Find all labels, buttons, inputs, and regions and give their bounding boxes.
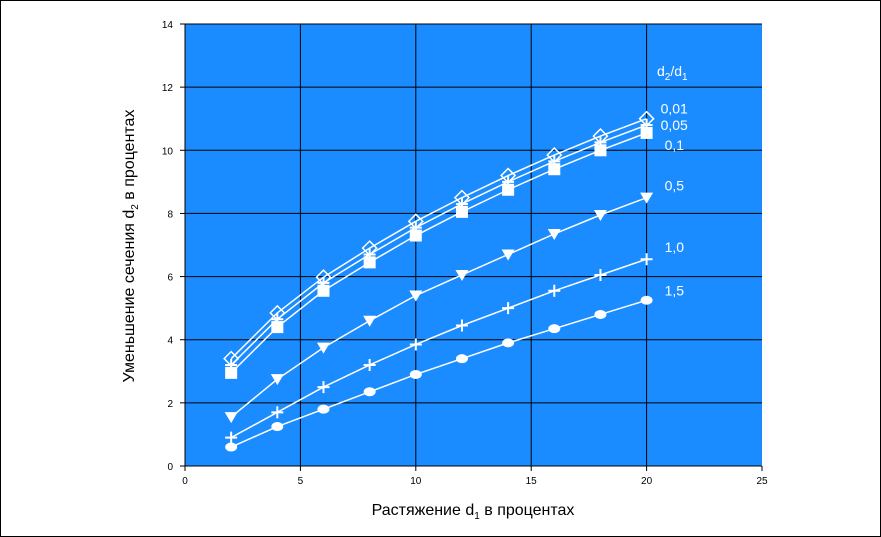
y-tick-label: 12	[162, 83, 174, 94]
marker-circle	[271, 422, 284, 432]
marker-triangle	[409, 290, 423, 302]
series-label: 1,0	[665, 239, 685, 255]
y-tick-label: 14	[162, 20, 174, 31]
series-2	[225, 119, 653, 371]
marker-circle	[594, 309, 607, 319]
grid	[185, 23, 762, 466]
marker-plus	[502, 302, 515, 315]
series-layer	[223, 110, 655, 452]
marker-circle	[225, 442, 238, 452]
marker-triangle	[224, 412, 238, 424]
marker-circle	[455, 354, 468, 364]
marker-plus	[548, 284, 561, 297]
marker-plus	[640, 253, 653, 266]
series-label: 0,1	[665, 137, 685, 153]
x-tick-label: 15	[526, 476, 538, 487]
marker-triangle	[455, 269, 469, 281]
marker-circle	[317, 404, 330, 414]
marker-triangle	[640, 192, 654, 204]
marker-square	[271, 321, 284, 334]
marker-square	[455, 205, 468, 218]
y-tick-label: 4	[167, 336, 173, 347]
x-axis-title: Растяжение d1 в процентах	[372, 502, 575, 522]
series-line	[230, 124, 647, 366]
marker-plus	[363, 358, 376, 371]
plot-area	[185, 24, 762, 466]
marker-square	[640, 126, 653, 139]
series-3	[225, 126, 653, 379]
x-tick-label: 25	[756, 476, 768, 487]
marker-triangle	[547, 228, 561, 240]
series-line	[230, 299, 647, 448]
marker-triangle	[593, 210, 607, 222]
y-axis-title: Уменьшение сечения d2 в процентах	[121, 110, 141, 383]
series-6	[225, 295, 653, 452]
marker-triangle	[501, 249, 515, 261]
marker-square	[502, 183, 515, 196]
series-line	[230, 118, 647, 360]
series-label: 0,01	[661, 101, 688, 117]
marker-square	[409, 229, 422, 242]
marker-square	[548, 163, 561, 176]
marker-triangle	[270, 374, 284, 386]
x-tick-label: 5	[298, 476, 304, 487]
marker-plus	[225, 431, 238, 444]
y-tick-label: 8	[167, 209, 173, 220]
marker-square	[594, 144, 607, 157]
series-label: 0,05	[661, 117, 688, 133]
x-tick-label: 10	[410, 476, 422, 487]
marker-triangle	[363, 315, 377, 327]
marker-circle	[363, 387, 376, 397]
y-tick-label: 0	[167, 462, 173, 473]
marker-circle	[502, 338, 515, 348]
series-4	[224, 192, 654, 424]
series-line	[230, 258, 647, 439]
marker-plus	[594, 268, 607, 281]
marker-plus	[317, 381, 330, 394]
series-line	[230, 132, 647, 374]
series-labels: 0,010,05 0,1 0,5 1,0 1,5	[661, 101, 688, 299]
marker-circle	[548, 324, 561, 334]
legend-header: d2/d1	[657, 63, 688, 83]
y-tick-label: 10	[162, 146, 174, 157]
marker-plus	[409, 338, 422, 351]
marker-triangle	[316, 342, 330, 354]
series-5	[225, 253, 653, 444]
x-tick-label: 0	[182, 476, 188, 487]
marker-plus	[271, 406, 284, 419]
series-label: 1,5	[665, 282, 685, 298]
marker-square	[363, 256, 376, 269]
series-label: 0,5	[665, 178, 685, 194]
y-tick-label: 2	[167, 399, 173, 410]
y-tick-label: 6	[167, 273, 173, 284]
marker-plus	[455, 319, 468, 332]
marker-circle	[640, 295, 653, 305]
marker-square	[317, 284, 330, 297]
marker-square	[225, 366, 238, 379]
marker-circle	[409, 369, 422, 379]
series-line	[230, 196, 647, 418]
axes: 0 5 10 15 20 25 0 2 4 6 8 10 12 14	[162, 20, 768, 487]
series-1	[223, 110, 655, 367]
x-tick-label: 20	[641, 476, 653, 487]
